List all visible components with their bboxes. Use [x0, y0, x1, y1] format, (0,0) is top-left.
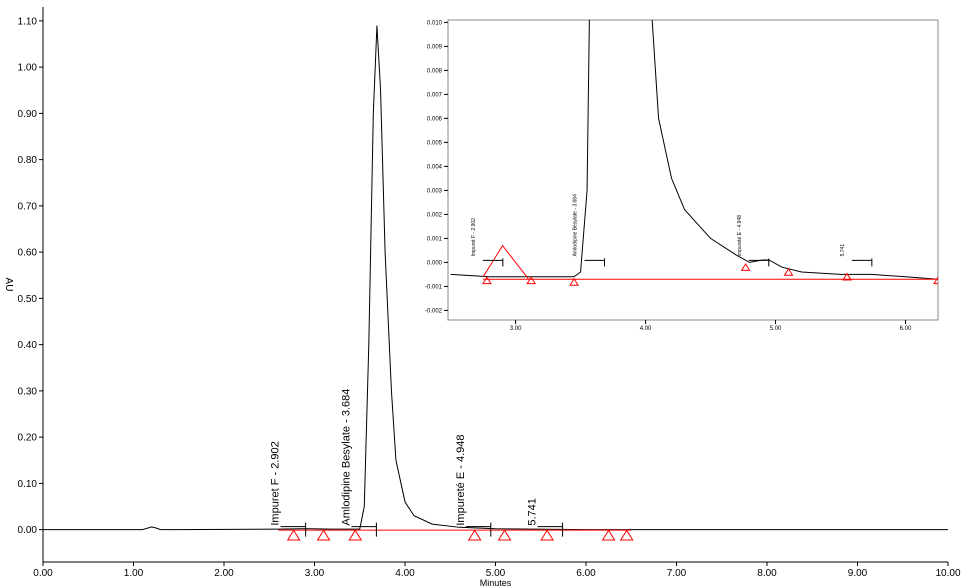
y-tick-label: -0.001: [425, 285, 443, 291]
x-tick-label: 6.00: [900, 326, 912, 332]
x-tick-label: 3.00: [305, 568, 325, 579]
y-axis-label: AU: [3, 278, 14, 292]
y-tick-label: 0.006: [427, 117, 443, 123]
integration-marker: [497, 529, 512, 541]
y-tick-label: 0.005: [427, 141, 443, 147]
peak-label: Amlodipine Besylate - 3.684: [572, 194, 578, 256]
x-tick-label: 4.00: [640, 326, 652, 332]
y-tick-label: 0.010: [427, 21, 443, 27]
integration-marker: [467, 529, 482, 541]
y-tick-label: 1.00: [18, 63, 38, 74]
y-tick-label: 0.90: [18, 109, 38, 120]
x-tick-label: 9.00: [848, 568, 868, 579]
x-axis-label: Minutes: [480, 578, 512, 588]
plot-area: [43, 25, 948, 541]
y-tick-label: 0.001: [427, 237, 443, 243]
y-tick-label: 0.003: [427, 189, 443, 195]
peak-label: 5.741: [527, 498, 539, 526]
integration-marker: [348, 529, 363, 541]
integration-marker: [601, 529, 616, 541]
plot-area: [450, 20, 938, 286]
integration-marker: [933, 276, 938, 285]
x-tick-label: 10.00: [935, 568, 960, 579]
x-tick-label: 0.00: [33, 568, 53, 579]
peak-label: Impuret F - 2.902: [270, 441, 282, 525]
y-tick-label: 0.20: [18, 433, 38, 444]
y-tick-label: 0.008: [427, 69, 443, 75]
y-tick-label: 0.50: [18, 294, 38, 305]
integration-marker: [569, 277, 579, 286]
y-tick-label: 0.40: [18, 340, 38, 351]
y-tick-label: 0.60: [18, 248, 38, 259]
integration-marker: [540, 529, 554, 541]
peak-label: Impureté E - 4.948: [737, 215, 743, 257]
y-tick-label: 0.00: [18, 525, 38, 536]
x-tick-label: 2.00: [214, 568, 234, 579]
integration-marker: [740, 263, 751, 271]
peak-label: Impureté E - 4.948: [455, 435, 467, 526]
y-tick-label: -0.002: [425, 309, 443, 315]
trace: [43, 25, 948, 531]
x-tick-label: 7.00: [667, 568, 687, 579]
main-chart: 0.00 1.00 2.00 3.00 4.00 5.00 6.00 7.00 8.00 9.00…: [3, 7, 961, 588]
x-tick-label: 3.00: [510, 326, 522, 332]
y-tick-label: 0.009: [427, 45, 443, 51]
inset-frame: [447, 19, 939, 321]
peak-label: Amlodipine Besylate - 3.684: [340, 389, 352, 526]
integration-marker: [286, 529, 301, 541]
integration-marker: [526, 276, 537, 285]
trace: [482, 244, 529, 280]
x-tick-label: 1.00: [124, 568, 144, 579]
x-tick-label: 4.00: [395, 568, 415, 579]
integration-marker: [482, 276, 492, 285]
peak-label: Impuret F - 2.902: [471, 218, 477, 257]
y-tick-label: 0.007: [427, 93, 443, 99]
y-tick-label: 0.80: [18, 155, 38, 166]
x-tick-label: 6.00: [576, 568, 596, 579]
y-tick-label: 0.004: [427, 165, 443, 171]
y-tick-label: 0.002: [427, 213, 443, 219]
integration-marker: [783, 267, 794, 276]
y-tick-label: 0.000: [427, 261, 443, 267]
y-tick-label: 0.10: [18, 479, 38, 490]
inset-chart: 3.00 4.00 5.00 6.00 0.010 0.009 0.008 0.007 0.00…: [425, 19, 939, 332]
x-tick-label: 5.00: [486, 568, 506, 579]
peak-label: 5.741: [840, 244, 846, 257]
y-tick-label: 0.30: [18, 386, 38, 397]
integration-marker: [619, 529, 634, 541]
y-tick-label: 0.70: [18, 201, 38, 212]
integration-marker: [842, 272, 852, 281]
trace: [450, 20, 938, 280]
y-tick-label: 1.10: [18, 16, 38, 27]
x-tick-label: 5.00: [770, 326, 782, 332]
x-tick-label: 8.00: [757, 568, 777, 579]
integration-marker: [316, 529, 331, 541]
